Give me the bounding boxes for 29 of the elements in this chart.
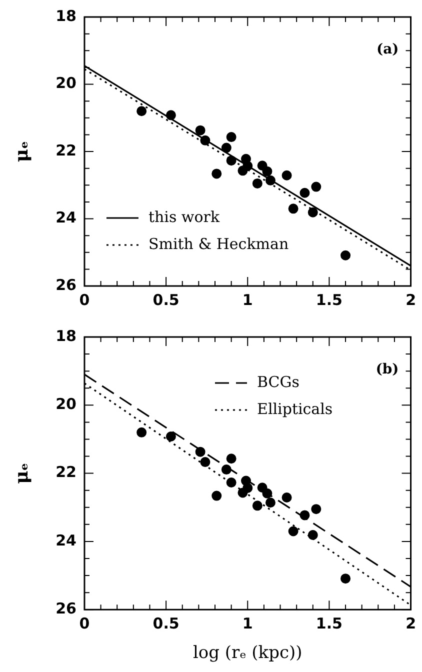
y-tick-label: 26	[56, 599, 76, 618]
x-tick-label: 2	[406, 290, 416, 309]
x-tick-label: 0.5	[152, 614, 180, 632]
legend-label: Ellipticals	[256, 400, 333, 418]
y-tick-label: 24	[56, 531, 76, 550]
x-tick-label: 1	[242, 290, 253, 309]
y-tick-label: 22	[56, 141, 76, 160]
annotation: (b)	[376, 362, 399, 378]
y-tick-label: 24	[56, 208, 76, 227]
y-tick-label: 18	[56, 6, 76, 25]
x-tick-label: 1.5	[316, 614, 342, 632]
y-tick-label: 20	[56, 395, 76, 414]
y-axis-title: μₑ	[11, 462, 32, 484]
annotation: (a)	[376, 42, 399, 58]
legend-label: this work	[148, 208, 220, 226]
x-tick-label: 2	[406, 614, 416, 632]
x-tick-label: 1.5	[316, 290, 342, 309]
x-tick-label: 0.5	[152, 290, 180, 309]
x-tick-label: 0	[79, 614, 90, 632]
y-tick-label: 18	[56, 326, 76, 345]
legend-label: BCGs	[256, 372, 300, 391]
x-tick-label: 1	[242, 614, 253, 632]
x-tick-label: 0	[79, 290, 90, 309]
x-axis-title: log (rₑ (kpc))	[192, 643, 302, 664]
y-tick-label: 22	[56, 463, 76, 482]
y-axis-title: μₑ	[11, 140, 32, 162]
legend-label: Smith & Heckman	[148, 234, 289, 253]
y-tick-label: 20	[56, 74, 76, 92]
y-tick-label: 26	[56, 276, 76, 294]
